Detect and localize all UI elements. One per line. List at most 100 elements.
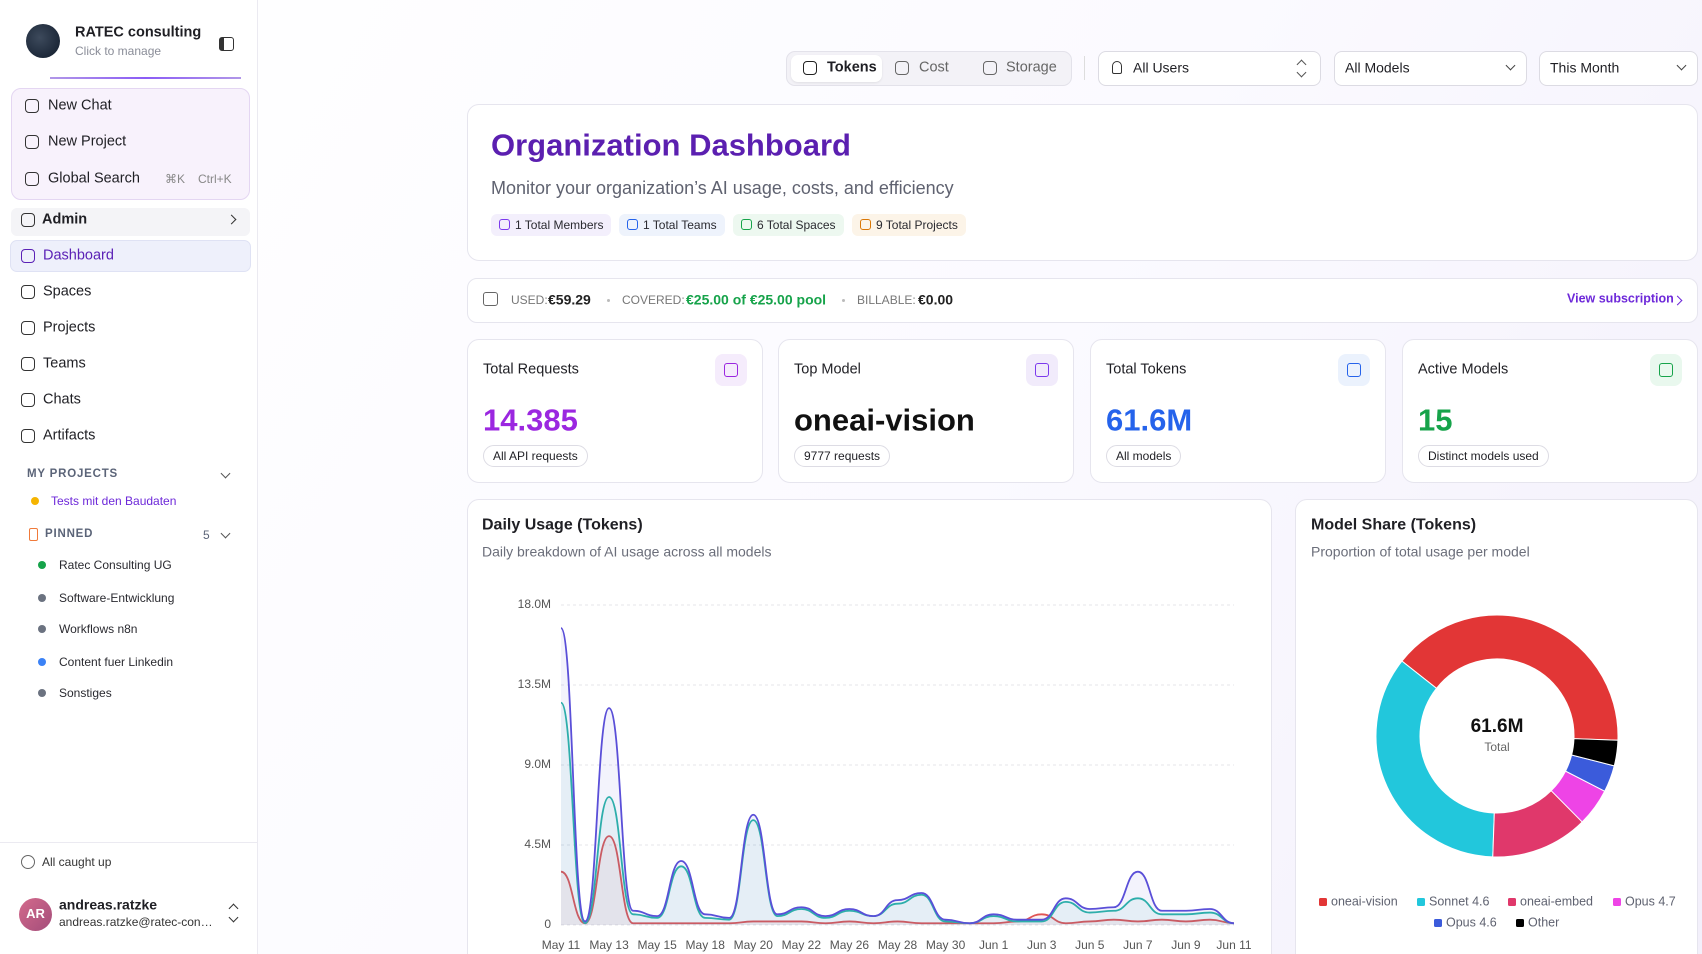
legend-swatch	[1613, 898, 1621, 906]
legend-label: oneai-embed	[1520, 894, 1593, 908]
divider	[0, 842, 258, 843]
badge: 1 Total Members	[491, 214, 612, 236]
pie-chart-title: Model Share (Tokens)	[1311, 516, 1477, 534]
tab[interactable]: Storage	[1006, 59, 1057, 76]
filter-label[interactable]: This Month	[1550, 59, 1620, 76]
nav-item[interactable]: Artifacts	[43, 427, 96, 444]
billable-label: BILLABLE:	[857, 292, 916, 307]
status-text: All caught up	[42, 854, 112, 869]
nav-item[interactable]: Projects	[43, 319, 96, 336]
user-email: andreas.ratzke@ratec-con…	[59, 914, 213, 929]
nav-item[interactable]: Chats	[43, 391, 81, 408]
stat-caption: Distinct models used	[1418, 445, 1549, 467]
pinned-item[interactable]: Ratec Consulting UG	[59, 557, 172, 572]
used-label: USED:	[511, 292, 548, 307]
icon	[21, 321, 35, 335]
stat-label: Active Models	[1418, 361, 1509, 378]
legend-label: Other	[1528, 915, 1559, 929]
project-item[interactable]: Tests mit den Baudaten	[51, 493, 177, 508]
stat-value: 14.385	[483, 402, 578, 438]
pinned-item[interactable]: Sonstiges	[59, 685, 112, 700]
nav-item[interactable]: Spaces	[43, 283, 92, 300]
pie-slice	[1375, 660, 1495, 858]
pinned-item[interactable]: Content fuer Linkedin	[59, 654, 174, 669]
x-tick-label: Jun 3	[1027, 938, 1057, 952]
shortcut: ⌘K	[165, 171, 186, 186]
tab[interactable]: Cost	[919, 59, 949, 76]
line-chart-title: Daily Usage (Tokens)	[482, 516, 643, 534]
icon	[21, 357, 35, 371]
page-title: Organization Dashboard	[491, 127, 851, 163]
pinned-dot	[38, 658, 46, 666]
icon	[803, 61, 817, 75]
icon	[25, 99, 39, 113]
action-item[interactable]: New Chat	[48, 97, 112, 114]
action-item[interactable]: Global Search	[48, 170, 140, 187]
filter-select[interactable]	[1539, 51, 1698, 86]
collapse-button[interactable]	[219, 37, 234, 51]
stat-caption: 9777 requests	[794, 445, 891, 467]
admin-label[interactable]: Admin	[42, 211, 88, 228]
separator-dot	[841, 298, 845, 302]
pin-icon	[29, 528, 38, 541]
badge-icon	[499, 219, 510, 230]
y-tick-label: 13.5M	[518, 677, 551, 691]
filter-select[interactable]	[1334, 51, 1527, 86]
user-name[interactable]: andreas.ratzke	[59, 896, 158, 913]
covered-label: COVERED:	[622, 292, 685, 307]
legend-label: oneai-vision	[1331, 894, 1398, 908]
pinned-item[interactable]: Software-Entwicklung	[59, 590, 175, 605]
x-tick-label: Jun 9	[1171, 938, 1201, 952]
legend-swatch	[1508, 898, 1516, 906]
x-tick-label: May 26	[830, 938, 870, 952]
badge-icon	[860, 219, 871, 230]
pinned-dot	[38, 561, 46, 569]
action-item[interactable]: New Project	[48, 133, 127, 150]
x-tick-label: May 13	[589, 938, 629, 952]
icon	[25, 135, 39, 149]
stat-icon	[1659, 363, 1673, 377]
filter-select[interactable]	[1098, 51, 1321, 86]
icon	[21, 249, 35, 263]
tab[interactable]: Tokens	[827, 59, 877, 76]
pinned-dot	[38, 625, 46, 633]
nav-item[interactable]: Teams	[43, 355, 86, 372]
stat-value: oneai-vision	[794, 402, 975, 438]
x-tick-label: Jun 7	[1123, 938, 1153, 952]
section-heading: MY PROJECTS	[27, 468, 119, 481]
pinned-item[interactable]: Workflows n8n	[59, 621, 138, 636]
stat-icon-bg	[1026, 354, 1058, 386]
pinned-dot	[38, 689, 46, 697]
filter-label[interactable]: All Models	[1345, 59, 1410, 76]
x-tick-label: Jun 5	[1075, 938, 1105, 952]
x-tick-label: May 20	[734, 938, 774, 952]
used-value: €59.29	[548, 291, 591, 308]
avatar-initials: AR	[26, 906, 45, 922]
y-tick-label: 0	[544, 917, 551, 931]
pie-slice	[1401, 614, 1619, 741]
org-name[interactable]: RATEC consulting	[75, 24, 202, 41]
icon	[21, 213, 35, 227]
x-tick-label: May 22	[782, 938, 822, 952]
legend-label: Opus 4.6	[1446, 915, 1497, 929]
avatar	[19, 898, 52, 931]
icon	[21, 429, 35, 443]
filter-label[interactable]: All Users	[1133, 59, 1190, 76]
icon	[21, 285, 35, 299]
pie-chart-subtitle: Proportion of total usage per model	[1311, 543, 1530, 560]
x-tick-label: May 30	[926, 938, 966, 952]
icon	[21, 393, 35, 407]
stat-icon-bg	[1650, 354, 1682, 386]
x-tick-label: Jun 11	[1216, 938, 1251, 952]
subscription-link[interactable]: View subscription	[1567, 291, 1674, 306]
icon	[25, 172, 39, 186]
nav-item[interactable]: Dashboard	[43, 247, 114, 264]
badge: 6 Total Spaces	[733, 214, 844, 236]
x-tick-label: May 28	[878, 938, 918, 952]
admin-row[interactable]	[11, 208, 250, 236]
stat-card	[778, 339, 1074, 483]
billable-value: €0.00	[918, 291, 954, 308]
x-tick-label: Jun 1	[979, 938, 1009, 952]
